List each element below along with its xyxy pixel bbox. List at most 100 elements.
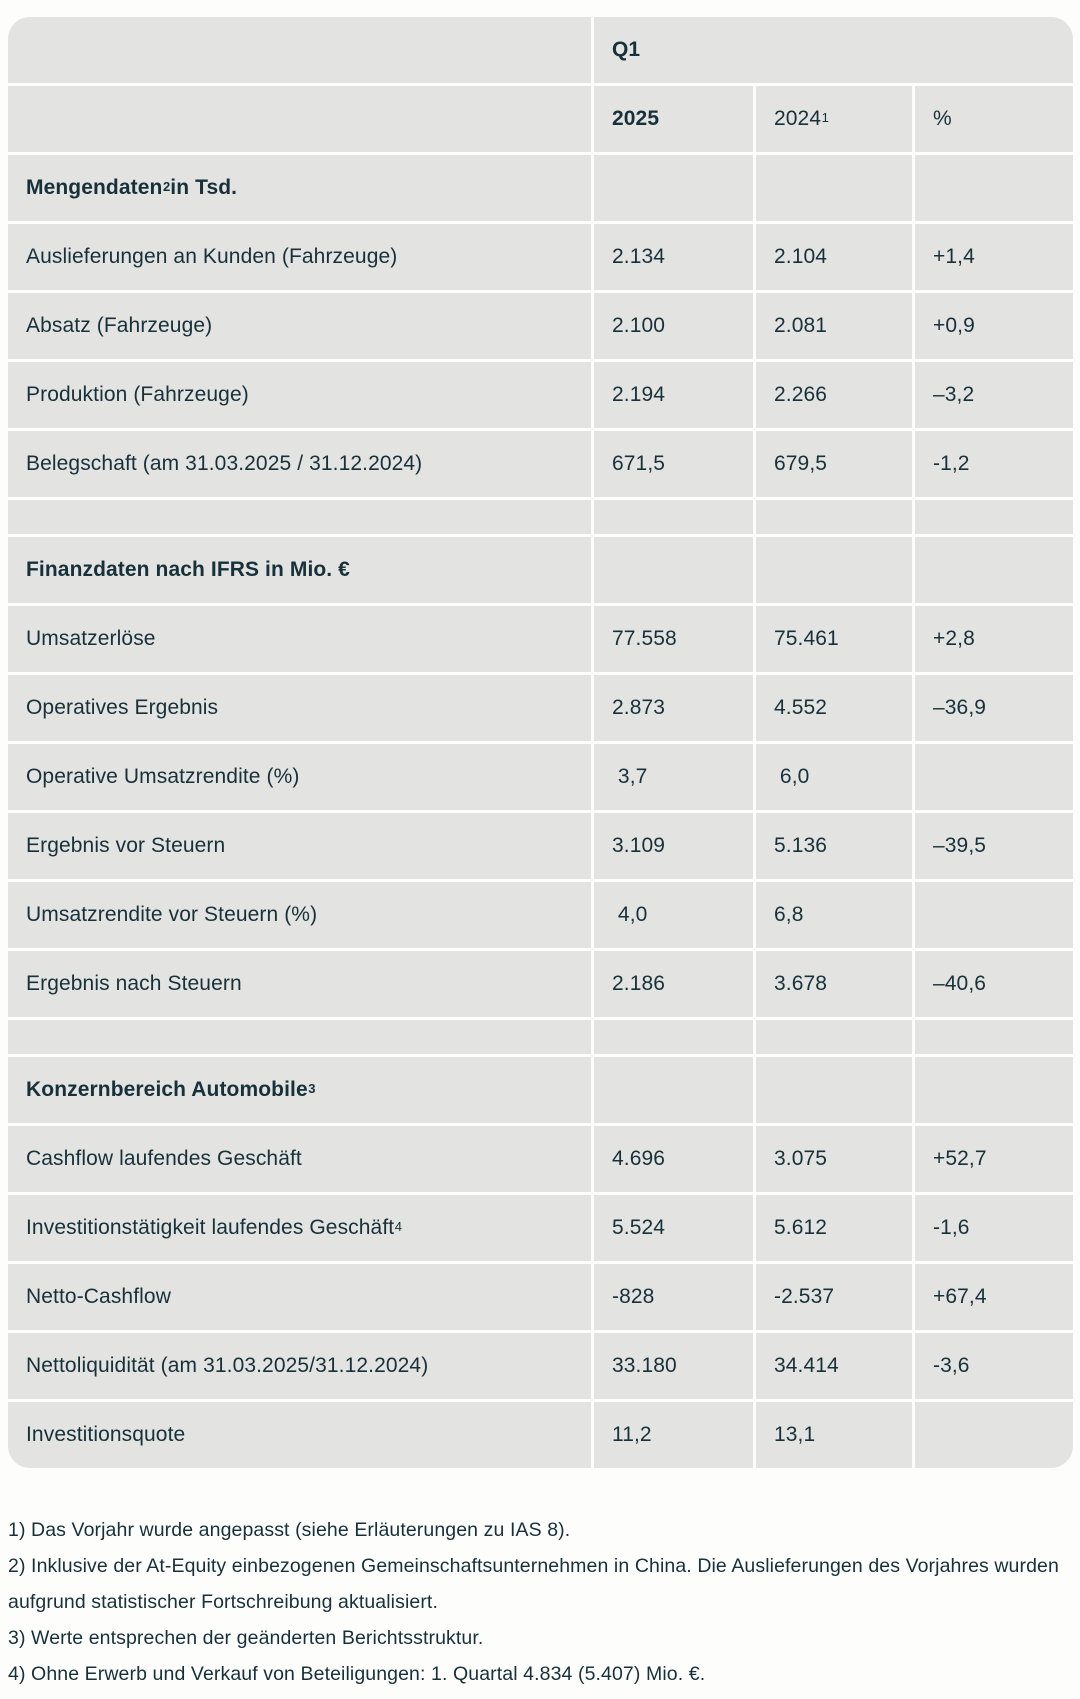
data-row: Produktion (Fahrzeuge) 2.194 2.266 –3,2 bbox=[8, 362, 1073, 428]
data-row: Ergebnis vor Steuern 3.109 5.136 –39,5 bbox=[8, 813, 1073, 879]
value-change bbox=[915, 744, 1073, 810]
empty-cell bbox=[8, 1020, 591, 1054]
empty-cell bbox=[8, 86, 591, 152]
empty-cell bbox=[915, 1057, 1073, 1123]
row-label: Operative Umsatzrendite (%) bbox=[8, 744, 591, 810]
empty-cell bbox=[594, 500, 753, 534]
row-label: Cashflow laufendes Geschäft bbox=[8, 1126, 591, 1192]
value-change: +1,4 bbox=[915, 224, 1073, 290]
data-row: Auslieferungen an Kunden (Fahrzeuge) 2.1… bbox=[8, 224, 1073, 290]
footnote: 2) Inklusive der At-Equity einbezogenen … bbox=[8, 1555, 1059, 1614]
value-change: +52,7 bbox=[915, 1126, 1073, 1192]
value-2025: 2.134 bbox=[594, 224, 753, 290]
footnote: 4) Ohne Erwerb und Verkauf von Beteiligu… bbox=[8, 1663, 706, 1686]
empty-cell bbox=[756, 500, 912, 534]
value-2024: 3.075 bbox=[756, 1126, 912, 1192]
row-label: Operatives Ergebnis bbox=[8, 675, 591, 741]
row-label-text: Umsatzerlöse bbox=[26, 627, 156, 650]
header-row-columns: 2025 2024 1 % bbox=[8, 86, 1073, 152]
value-change: -3,6 bbox=[915, 1333, 1073, 1399]
row-label: Belegschaft (am 31.03.2025 / 31.12.2024) bbox=[8, 431, 591, 497]
data-row: Ergebnis nach Steuern 2.186 3.678 –40,6 bbox=[8, 951, 1073, 1017]
section-row: Finanzdaten nach IFRS in Mio. € bbox=[8, 537, 1073, 603]
row-label: Netto-Cashflow bbox=[8, 1264, 591, 1330]
row-label-text: Cashflow laufendes Geschäft bbox=[26, 1147, 302, 1170]
spacer-row bbox=[8, 1020, 1073, 1054]
empty-cell bbox=[594, 1020, 753, 1054]
row-label-text: Umsatzrendite vor Steuern (%) bbox=[26, 903, 318, 926]
section-label: Konzernbereich Automobile 3 bbox=[8, 1057, 591, 1123]
empty-cell bbox=[756, 155, 912, 221]
value-2025: 2.194 bbox=[594, 362, 753, 428]
value-2025: 3.109 bbox=[594, 813, 753, 879]
empty-cell bbox=[756, 1020, 912, 1054]
value-2025: 3,7 bbox=[594, 744, 753, 810]
col-change-header: % bbox=[915, 86, 1073, 152]
value-change bbox=[915, 1402, 1073, 1468]
footnote: 1) Das Vorjahr wurde angepasst (siehe Er… bbox=[8, 1519, 571, 1541]
empty-cell bbox=[8, 500, 591, 534]
header-row-q1: Q1 bbox=[8, 17, 1073, 83]
data-row: Operative Umsatzrendite (%) 3,7 6,0 bbox=[8, 744, 1073, 810]
value-change: –3,2 bbox=[915, 362, 1073, 428]
row-label: Investitionsquote bbox=[8, 1402, 591, 1468]
value-change: –36,9 bbox=[915, 675, 1073, 741]
data-row: Belegschaft (am 31.03.2025 / 31.12.2024)… bbox=[8, 431, 1073, 497]
row-label-text: Auslieferungen an Kunden (Fahrzeuge) bbox=[26, 245, 398, 268]
value-2024: 34.414 bbox=[756, 1333, 912, 1399]
value-2024: 75.461 bbox=[756, 606, 912, 672]
row-label: Absatz (Fahrzeuge) bbox=[8, 293, 591, 359]
value-2024: 3.678 bbox=[756, 951, 912, 1017]
row-label-text: Ergebnis nach Steuern bbox=[26, 972, 242, 995]
value-2025: -828 bbox=[594, 1264, 753, 1330]
value-2024: 2.266 bbox=[756, 362, 912, 428]
section-label: Finanzdaten nach IFRS in Mio. € bbox=[8, 537, 591, 603]
data-row: Operatives Ergebnis 2.873 4.552 –36,9 bbox=[8, 675, 1073, 741]
value-2024: 5.136 bbox=[756, 813, 912, 879]
empty-cell bbox=[915, 537, 1073, 603]
value-change: +67,4 bbox=[915, 1264, 1073, 1330]
data-row: Investitionstätigkeit laufendes Geschäft… bbox=[8, 1195, 1073, 1261]
row-label-text: Investitionstätigkeit laufendes Geschäft bbox=[26, 1216, 395, 1239]
empty-cell bbox=[915, 155, 1073, 221]
footnote: 3) Werte entsprechen der geänderten Beri… bbox=[8, 1627, 484, 1650]
value-2025: 4.696 bbox=[594, 1126, 753, 1192]
row-label: Auslieferungen an Kunden (Fahrzeuge) bbox=[8, 224, 591, 290]
row-label-text: Netto-Cashflow bbox=[26, 1285, 171, 1308]
value-change: –39,5 bbox=[915, 813, 1073, 879]
value-2025: 77.558 bbox=[594, 606, 753, 672]
value-2025: 33.180 bbox=[594, 1333, 753, 1399]
row-label: Ergebnis nach Steuern bbox=[8, 951, 591, 1017]
spacer-row bbox=[8, 500, 1073, 534]
value-2025: 2.100 bbox=[594, 293, 753, 359]
col-2024-header: 2024 1 bbox=[756, 86, 912, 152]
empty-cell bbox=[594, 1057, 753, 1123]
row-label: Nettoliquidität (am 31.03.2025/31.12.202… bbox=[8, 1333, 591, 1399]
value-2024: 2.104 bbox=[756, 224, 912, 290]
section-row: Mengendaten 2 in Tsd. bbox=[8, 155, 1073, 221]
value-2025: 671,5 bbox=[594, 431, 753, 497]
value-2024: -2.537 bbox=[756, 1264, 912, 1330]
row-label-text: Belegschaft (am 31.03.2025 / 31.12.2024) bbox=[26, 452, 423, 475]
row-label: Umsatzerlöse bbox=[8, 606, 591, 672]
value-2025: 5.524 bbox=[594, 1195, 753, 1261]
value-2024: 4.552 bbox=[756, 675, 912, 741]
value-change: +0,9 bbox=[915, 293, 1073, 359]
row-label-text: Operative Umsatzrendite (%) bbox=[26, 765, 300, 788]
row-label-text: Ergebnis vor Steuern bbox=[26, 834, 226, 857]
value-2025: 2.873 bbox=[594, 675, 753, 741]
empty-cell bbox=[915, 500, 1073, 534]
section-text: Mengendaten bbox=[26, 176, 163, 199]
empty-cell bbox=[8, 17, 591, 83]
value-2024: 5.612 bbox=[756, 1195, 912, 1261]
section-label: Mengendaten 2 in Tsd. bbox=[8, 155, 591, 221]
empty-cell bbox=[594, 537, 753, 603]
row-label-text: Operatives Ergebnis bbox=[26, 696, 219, 719]
data-row: Netto-Cashflow -828 -2.537 +67,4 bbox=[8, 1264, 1073, 1330]
col-2024-text: 2024 bbox=[774, 107, 822, 130]
value-2024: 6,8 bbox=[756, 882, 912, 948]
data-row: Absatz (Fahrzeuge) 2.100 2.081 +0,9 bbox=[8, 293, 1073, 359]
row-label-text: Produktion (Fahrzeuge) bbox=[26, 383, 249, 406]
data-row: Nettoliquidität (am 31.03.2025/31.12.202… bbox=[8, 1333, 1073, 1399]
row-label: Umsatzrendite vor Steuern (%) bbox=[8, 882, 591, 948]
